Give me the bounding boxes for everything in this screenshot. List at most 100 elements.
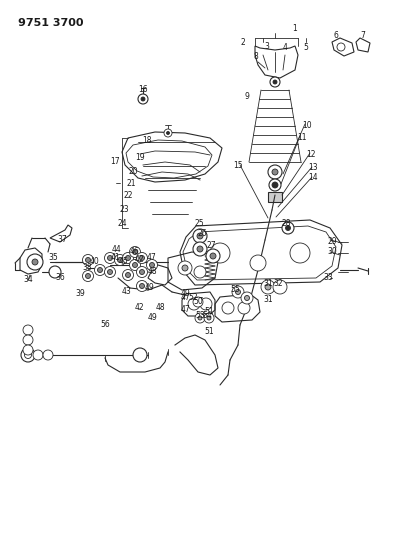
Text: 45: 45 xyxy=(119,256,128,265)
Text: 20: 20 xyxy=(128,167,137,176)
Text: 47: 47 xyxy=(147,254,157,262)
Circle shape xyxy=(43,350,53,360)
Circle shape xyxy=(336,43,344,51)
Circle shape xyxy=(139,255,144,261)
Text: 15: 15 xyxy=(233,160,242,169)
Text: 37: 37 xyxy=(57,235,67,244)
Circle shape xyxy=(289,243,309,263)
Circle shape xyxy=(107,270,112,274)
Circle shape xyxy=(195,313,204,323)
Text: 25: 25 xyxy=(194,219,203,228)
Circle shape xyxy=(271,169,277,175)
Text: 34: 34 xyxy=(23,276,33,285)
Circle shape xyxy=(32,259,38,265)
Circle shape xyxy=(136,253,147,263)
Text: 28: 28 xyxy=(281,220,290,229)
Circle shape xyxy=(125,272,130,278)
Circle shape xyxy=(268,179,280,191)
Text: 44: 44 xyxy=(112,245,121,254)
Circle shape xyxy=(198,316,202,320)
Circle shape xyxy=(85,257,90,262)
Circle shape xyxy=(205,249,220,263)
Circle shape xyxy=(49,266,61,278)
Circle shape xyxy=(23,335,33,345)
Circle shape xyxy=(33,350,43,360)
Circle shape xyxy=(235,289,240,295)
Text: 39: 39 xyxy=(75,288,85,297)
Circle shape xyxy=(136,266,147,278)
Circle shape xyxy=(182,265,188,271)
Circle shape xyxy=(204,313,213,323)
Text: 47: 47 xyxy=(181,304,191,313)
Text: 48: 48 xyxy=(155,303,164,311)
Text: 4: 4 xyxy=(282,43,287,52)
Text: 35: 35 xyxy=(48,253,58,262)
Text: 21: 21 xyxy=(126,180,135,189)
Text: 36: 36 xyxy=(55,273,65,282)
Circle shape xyxy=(272,280,286,294)
Text: 14: 14 xyxy=(308,174,317,182)
Circle shape xyxy=(149,262,154,268)
Circle shape xyxy=(221,302,234,314)
Circle shape xyxy=(82,271,93,281)
Circle shape xyxy=(285,225,290,230)
Circle shape xyxy=(237,302,249,314)
Text: 6: 6 xyxy=(333,30,337,39)
Circle shape xyxy=(207,316,211,320)
Text: 30: 30 xyxy=(326,247,336,256)
Text: 48: 48 xyxy=(147,268,156,277)
Text: 46: 46 xyxy=(130,247,139,256)
Text: 49: 49 xyxy=(148,312,157,321)
Circle shape xyxy=(23,325,33,335)
Circle shape xyxy=(166,132,169,134)
Circle shape xyxy=(264,284,270,290)
Circle shape xyxy=(193,266,205,278)
Circle shape xyxy=(122,270,133,280)
Circle shape xyxy=(146,260,157,271)
Text: 11: 11 xyxy=(297,133,306,141)
Text: 49: 49 xyxy=(181,288,191,297)
Circle shape xyxy=(117,257,122,262)
Text: 18: 18 xyxy=(142,135,151,144)
Text: 17: 17 xyxy=(110,157,119,166)
Text: 22: 22 xyxy=(123,191,133,200)
Circle shape xyxy=(193,297,202,307)
Circle shape xyxy=(138,94,148,104)
Text: 53: 53 xyxy=(195,311,204,320)
Text: 12: 12 xyxy=(306,149,315,158)
Circle shape xyxy=(244,295,249,301)
Text: 24: 24 xyxy=(117,220,126,229)
Text: 50: 50 xyxy=(193,296,202,305)
Text: 54: 54 xyxy=(202,311,211,320)
Text: 51: 51 xyxy=(204,327,213,336)
Text: 5: 5 xyxy=(303,43,308,52)
Text: 42: 42 xyxy=(134,303,144,311)
Text: 26: 26 xyxy=(197,230,206,238)
Circle shape xyxy=(132,249,137,254)
Circle shape xyxy=(23,345,33,355)
Circle shape xyxy=(114,254,125,265)
Circle shape xyxy=(240,292,252,304)
Text: 32: 32 xyxy=(272,279,282,288)
Text: 13: 13 xyxy=(308,164,317,173)
Circle shape xyxy=(122,253,133,263)
Circle shape xyxy=(193,242,207,256)
Circle shape xyxy=(97,268,102,272)
Circle shape xyxy=(25,351,31,359)
Text: 19: 19 xyxy=(135,152,144,161)
Circle shape xyxy=(209,253,216,259)
Text: 31: 31 xyxy=(263,295,272,303)
Text: 1: 1 xyxy=(292,23,297,33)
Text: 33: 33 xyxy=(322,273,332,282)
Circle shape xyxy=(125,255,130,261)
Text: 3: 3 xyxy=(264,42,269,51)
Text: 23: 23 xyxy=(119,206,128,214)
Text: 47: 47 xyxy=(181,293,191,302)
Circle shape xyxy=(139,270,144,274)
Text: 56: 56 xyxy=(100,320,110,329)
Text: 27: 27 xyxy=(206,241,215,251)
Text: 42: 42 xyxy=(134,254,144,263)
Text: 38: 38 xyxy=(82,263,92,272)
Text: 55: 55 xyxy=(229,285,239,294)
Circle shape xyxy=(200,298,211,310)
